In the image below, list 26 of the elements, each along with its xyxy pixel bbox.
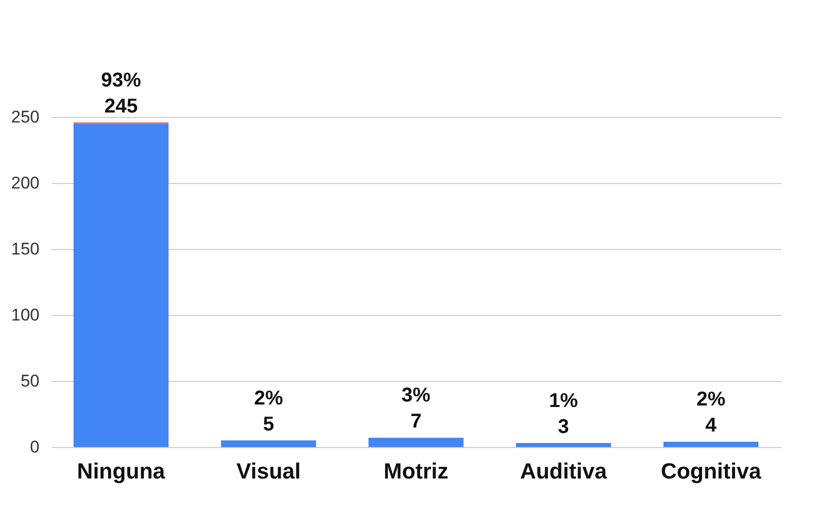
y-tick-label: 200	[11, 174, 40, 192]
data-label: 4	[705, 414, 718, 437]
data-label: 7	[410, 410, 422, 433]
data-label: 3	[558, 416, 570, 438]
y-tick-label: 250	[11, 108, 40, 126]
data-label: 2%	[696, 388, 726, 411]
bar	[663, 442, 758, 447]
bar	[516, 443, 611, 447]
x-tick-label: Ninguna	[77, 458, 166, 484]
data-label: 3%	[402, 384, 431, 407]
bar	[74, 124, 169, 447]
x-tick-label: Auditiva	[520, 458, 608, 484]
data-label: 93%	[101, 69, 142, 92]
data-label: 5	[262, 413, 274, 436]
data-label: 2%	[254, 387, 284, 410]
x-tick-label: Cognitiva	[660, 458, 762, 484]
data-label: 245	[104, 95, 138, 118]
y-tick-label: 150	[11, 240, 40, 258]
bar	[368, 438, 464, 447]
x-tick-label: Motriz	[384, 458, 448, 484]
y-tick-label: 100	[11, 306, 40, 324]
y-tick-label: 0	[30, 438, 40, 456]
bar	[221, 440, 316, 447]
data-label: 1%	[549, 390, 578, 412]
y-tick-label: 50	[20, 372, 40, 390]
x-tick-label: Visual	[236, 458, 301, 484]
